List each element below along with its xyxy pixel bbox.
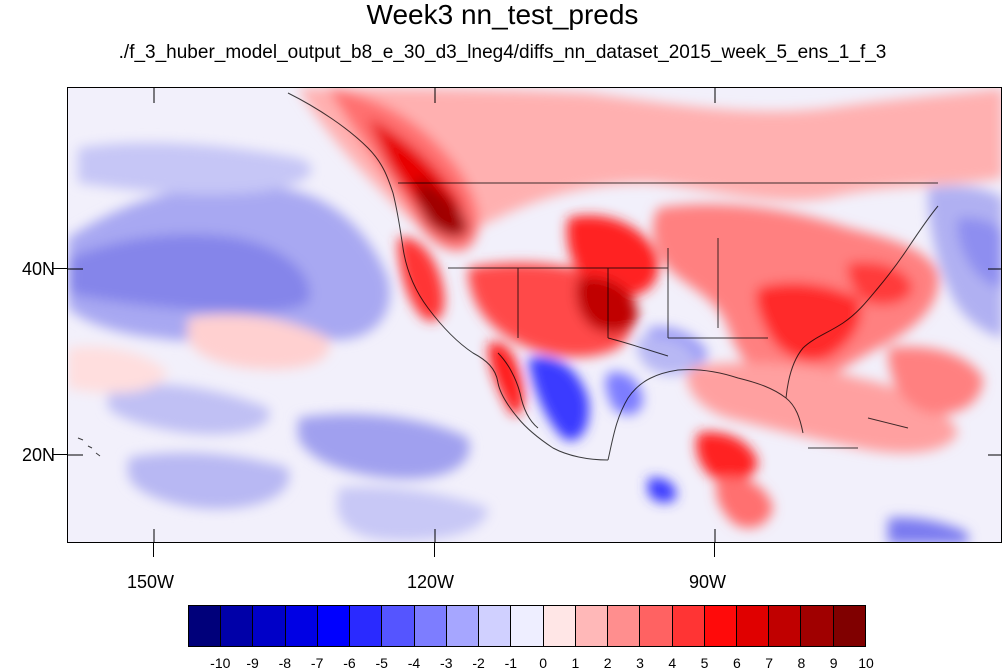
colorbar-tick-label: -8 [278,655,292,671]
lon-label-150w: 150W [127,572,175,592]
colorbar-tick-label: 0 [539,655,548,671]
colorbar-box [769,606,802,646]
colorbar-tick-label: -4 [407,655,421,671]
colorbar-box [704,606,737,646]
colorbar-tick-label: -1 [504,655,518,671]
lat-tick [53,454,67,455]
colorbar-tick-label: 9 [829,655,838,671]
colorbar-tick-label: -3 [440,655,453,671]
coastlines [77,92,939,461]
lat-tick [53,268,67,269]
colorbar-tick-label: 3 [636,655,644,671]
colorbar-box [350,606,383,646]
lon-label-120w: 120W [407,572,455,592]
colorbar-box [414,606,447,646]
colorbar-box [189,606,222,646]
colorbar-box [253,606,286,646]
colorbar-tick-label: 8 [797,655,806,671]
colorbar-box [736,606,770,646]
colorbar-box [446,606,480,646]
map-panel [67,87,1002,543]
lon-tick [434,543,435,557]
colorbar-tick-label: 10 [858,655,874,671]
colorbar-tick-label: 4 [668,655,677,671]
colorbar-tick-label: -6 [343,655,356,671]
colorbar-box [543,606,576,646]
colorbar-tick-label: 1 [571,655,580,671]
lon-tick [153,543,154,557]
colorbar-box [221,606,254,646]
colorbar-box [640,606,673,646]
anomaly-map [68,88,1001,542]
colorbar-tick-label: -9 [246,655,259,671]
colorbar-box [317,606,351,646]
colorbar-tick-label: 6 [732,655,741,671]
colorbar-box [608,606,641,646]
colorbar-tick-label: 7 [765,655,774,671]
lon-tick [714,543,715,557]
lat-label-40n: 40N [22,259,56,279]
colorbar-box [479,606,512,646]
colorbar-box [801,606,834,646]
colorbar-box [833,606,865,646]
anomaly-field [68,88,1001,542]
lat-label-20n: 20N [22,445,56,465]
frame-ticks [68,88,1001,542]
colorbar-box [672,606,705,646]
colorbar-tick-label: -7 [310,655,324,671]
colorbar-box [575,606,609,646]
colorbar-tick-label: -5 [375,655,388,671]
colorbar-box [511,606,544,646]
colorbar-tick-label: 2 [603,655,612,671]
colorbar-tick-label: -2 [472,655,485,671]
chart-title: Week3 nn_test_preds [366,0,639,30]
colorbar-box [382,606,415,646]
colorbar-tick-label: -10 [210,655,231,671]
colorbar-tick-label: 5 [700,655,709,671]
chart-subtitle: ./f_3_huber_model_output_b8_e_30_d3_lneg… [118,42,887,63]
colorbar [188,605,866,647]
colorbar-box [285,606,318,646]
lon-label-90w: 90W [689,572,727,592]
